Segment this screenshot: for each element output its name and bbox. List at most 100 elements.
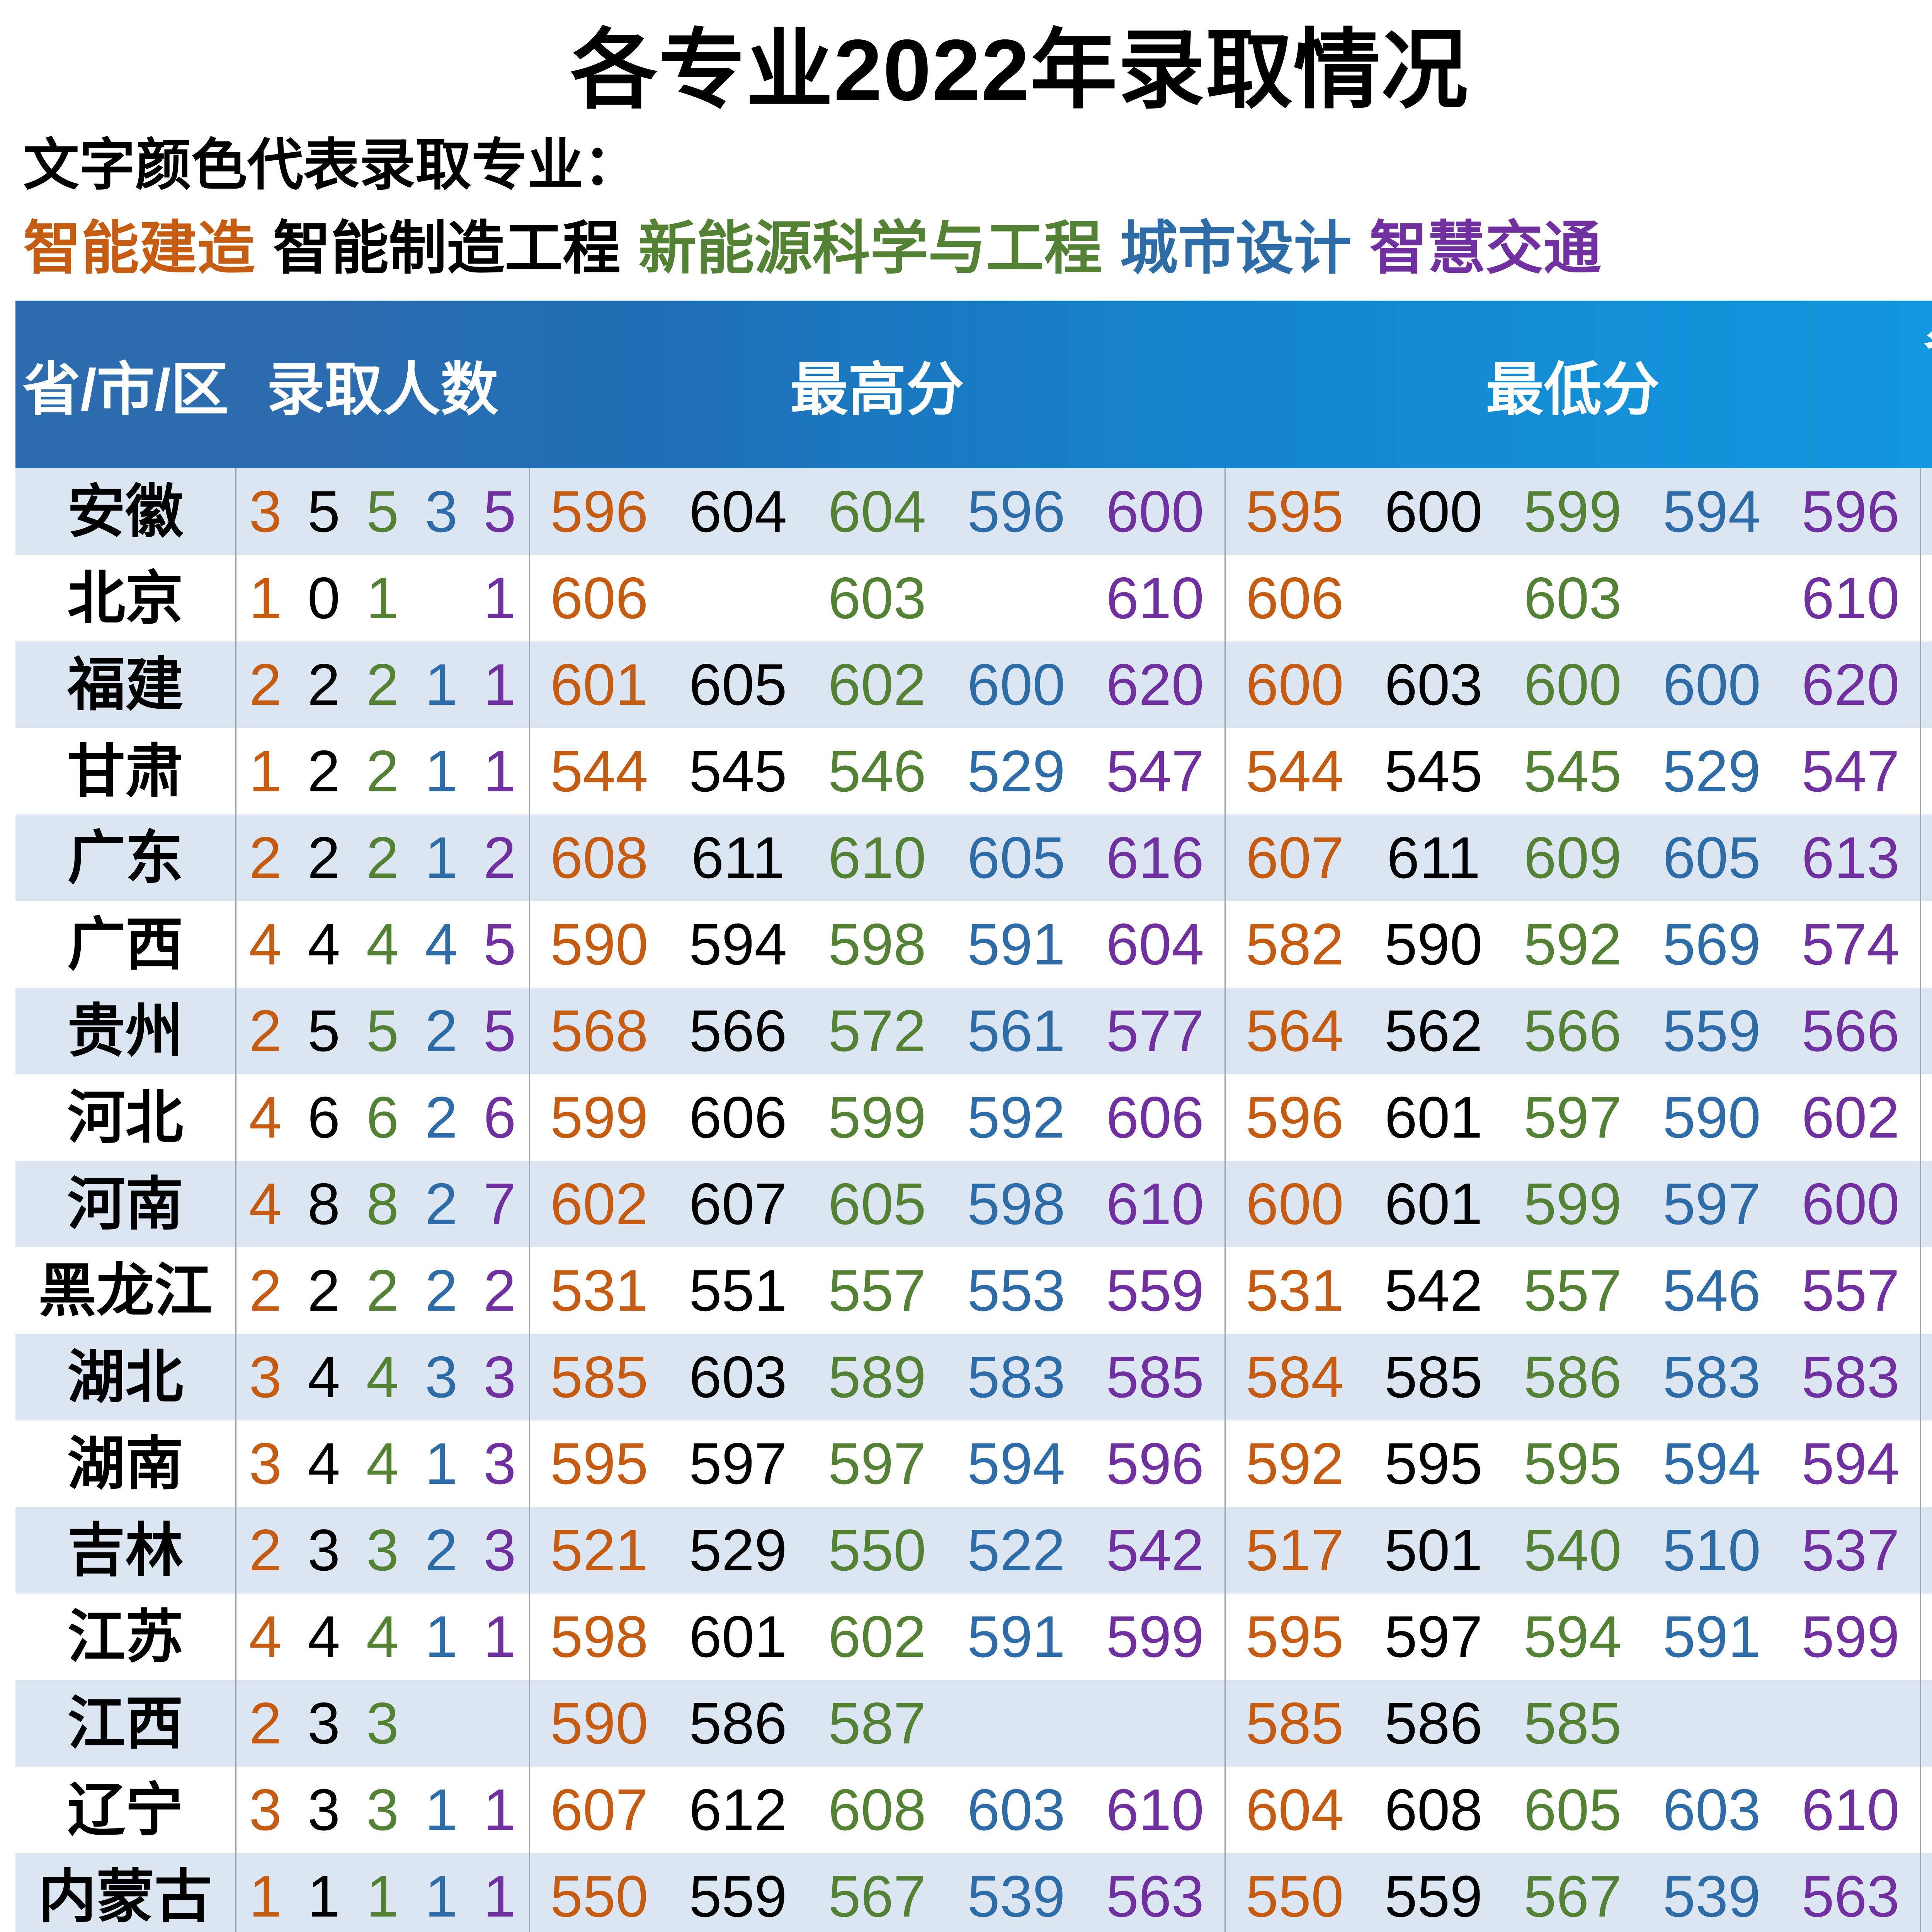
cell-province: 河北 <box>67 1085 184 1150</box>
cell-count-3: 3 <box>425 1344 458 1410</box>
cell-count-1: 4 <box>307 1344 340 1410</box>
cell-count-1: 2 <box>307 652 340 718</box>
cell-count-4: 3 <box>483 1517 516 1583</box>
cell-count-4: 6 <box>483 1085 516 1151</box>
cell-count-2: 4 <box>366 1604 399 1670</box>
legend-major-2: 新能源科学与工程 <box>638 216 1102 281</box>
cell-high-4: 620 <box>1106 652 1204 718</box>
cell-count-3: 1 <box>425 1777 458 1843</box>
cell-high-3 <box>947 555 1086 641</box>
header-province: 省/市/区 <box>22 357 229 422</box>
cell-low-0: 550 <box>1224 1853 1364 1932</box>
cell-high-2: 546 <box>828 738 926 804</box>
cell-count-2: 2 <box>366 1258 399 1324</box>
cell-province: 贵州 <box>67 998 184 1064</box>
cell-count-3: 1 <box>425 1604 458 1670</box>
cell-low-3: 559 <box>1663 998 1761 1064</box>
cell-count-4: 1 <box>483 1604 516 1670</box>
cell-count-4: 1 <box>483 565 516 631</box>
cell-low-0: 544 <box>1224 728 1364 815</box>
cell-low-0: 595 <box>1224 1594 1364 1680</box>
cell-count-0: 4 <box>235 1594 294 1680</box>
cell-high-4: 547 <box>1106 738 1204 804</box>
cell-high-0: 568 <box>529 988 669 1075</box>
cell-high-3: 598 <box>967 1171 1065 1237</box>
table-row: 内蒙古1111155055956753956355055956753956342… <box>15 1853 1932 1932</box>
cell-low-1: 601 <box>1384 1171 1483 1237</box>
cell-provincial-line: 475 <box>1920 901 1932 988</box>
cell-province: 甘肃 <box>67 739 184 804</box>
cell-low-1: 586 <box>1384 1690 1483 1757</box>
cell-high-4: 577 <box>1106 998 1204 1064</box>
cell-high-0: 607 <box>529 1767 669 1854</box>
cell-low-0: 606 <box>1224 555 1364 642</box>
cell-count-1: 2 <box>307 738 340 804</box>
cell-count-4: 1 <box>483 1777 516 1843</box>
cell-high-1: 597 <box>689 1431 787 1497</box>
cell-low-2: 566 <box>1524 998 1622 1064</box>
cell-high-1: 607 <box>689 1171 787 1237</box>
cell-low-3: 605 <box>1663 825 1761 891</box>
cell-high-0: 608 <box>529 815 669 901</box>
cell-count-2: 3 <box>366 1777 399 1843</box>
page-title: 各专业2022年录取情况 <box>570 21 1469 119</box>
cell-high-1: 605 <box>689 652 787 718</box>
cell-low-3: 510 <box>1663 1517 1761 1583</box>
legend-major-1: 智能制造工程 <box>273 216 621 281</box>
cell-province: 江苏 <box>67 1604 184 1670</box>
cell-count-2: 4 <box>366 1344 399 1410</box>
cell-count-4 <box>471 1680 529 1767</box>
cell-low-2: 597 <box>1524 1085 1622 1151</box>
cell-high-4: 585 <box>1106 1344 1204 1410</box>
cell-province: 广西 <box>67 912 184 977</box>
cell-low-2: 594 <box>1524 1604 1622 1670</box>
cell-count-1: 5 <box>307 479 340 545</box>
cell-count-1: 2 <box>307 1258 340 1324</box>
cell-high-4: 596 <box>1106 1431 1204 1497</box>
cell-count-3: 2 <box>425 1085 458 1151</box>
legend-majors: 智能建造 智能制造工程 新能源科学与工程 城市设计 智慧交通 <box>23 213 1932 283</box>
cell-high-0: 596 <box>529 468 669 555</box>
cell-high-0: 602 <box>529 1161 669 1248</box>
cell-high-4: 600 <box>1106 479 1204 545</box>
cell-low-3: 529 <box>1663 738 1761 804</box>
table-row: 湖北34433585603589583585584585586583583409 <box>15 1334 1932 1421</box>
cell-low-1: 603 <box>1384 652 1483 718</box>
cell-count-1: 1 <box>307 1864 340 1930</box>
cell-count-0: 2 <box>235 1247 294 1334</box>
cell-high-2: 604 <box>828 479 926 545</box>
cell-high-2: 557 <box>828 1258 926 1324</box>
cell-high-1: 603 <box>689 1344 787 1410</box>
cell-high-3: 603 <box>967 1777 1065 1843</box>
cell-count-1: 2 <box>307 825 340 891</box>
cell-low-1: 595 <box>1384 1431 1483 1497</box>
cell-high-1: 601 <box>689 1604 787 1670</box>
cell-count-0: 4 <box>235 1074 294 1161</box>
cell-low-2: 599 <box>1524 479 1622 545</box>
cell-high-1: 559 <box>689 1864 787 1930</box>
cell-low-4: 547 <box>1801 738 1900 804</box>
cell-low-3: 583 <box>1663 1344 1761 1410</box>
cell-high-0: 599 <box>529 1074 669 1161</box>
cell-count-0: 2 <box>235 641 294 728</box>
cell-count-4: 5 <box>483 998 516 1064</box>
cell-provincial-line: 442 <box>1920 728 1932 815</box>
cell-province: 辽宁 <box>67 1777 184 1843</box>
cell-low-1: 597 <box>1384 1604 1483 1670</box>
cell-low-4: 620 <box>1801 652 1900 718</box>
cell-low-4: 557 <box>1801 1258 1900 1324</box>
cell-high-0: 590 <box>529 901 669 988</box>
cell-low-0: 517 <box>1224 1507 1364 1594</box>
cell-low-2: 540 <box>1524 1517 1622 1583</box>
cell-count-0: 2 <box>235 1507 294 1594</box>
cell-high-4: 610 <box>1106 1171 1204 1237</box>
table-row: 河南48827602607605598610600601599597600509 <box>15 1161 1932 1248</box>
cell-low-1: 585 <box>1384 1344 1483 1410</box>
cell-low-4: 599 <box>1801 1604 1900 1670</box>
cell-low-4: 563 <box>1801 1864 1900 1930</box>
cell-count-3 <box>412 1680 471 1767</box>
cell-low-4: 537 <box>1801 1517 1900 1583</box>
cell-high-1: 551 <box>689 1258 787 1324</box>
cell-high-1: 611 <box>691 825 785 891</box>
cell-high-4 <box>1086 1680 1225 1767</box>
